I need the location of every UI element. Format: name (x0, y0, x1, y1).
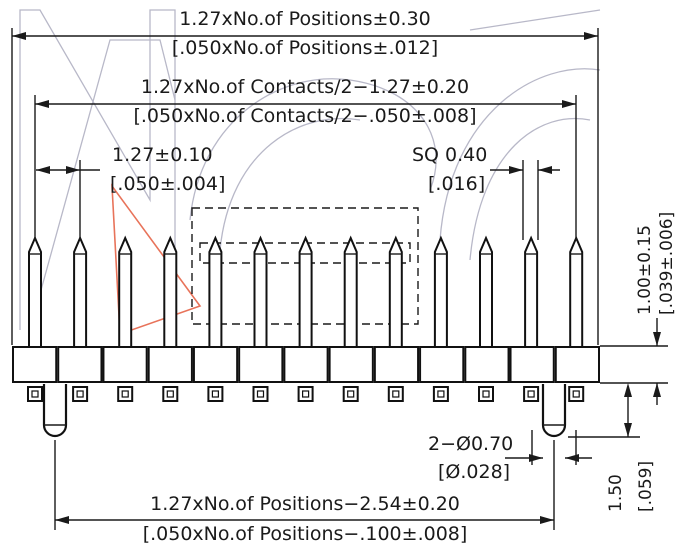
solder-pad-inner (527, 390, 535, 398)
housing-cell (238, 346, 284, 383)
pin-square-label: SQ 0.40 (412, 144, 487, 166)
post-span-label: 1.27xNo.of Positions−2.54±0.20 (150, 493, 460, 515)
contacts-span-label: 1.27xNo.of Contacts/2−1.27±0.20 (141, 76, 469, 98)
contact-pin (433, 235, 448, 346)
dim-insulator-height: 1.00±0.15 [.039±.006] (600, 212, 675, 405)
watermark (19, 9, 601, 331)
solder-pad (342, 386, 359, 402)
dim-overall-length: 1.27xNo.of Positions±0.30 [.050xNo.of Po… (11, 8, 599, 345)
housing-cell (102, 346, 148, 383)
contact-pin (298, 235, 313, 346)
solder-pad-inner (572, 390, 580, 398)
solder-pad-inner (211, 390, 219, 398)
contact-pin (253, 235, 268, 346)
insulator-height-label: 1.00±0.15 (635, 225, 655, 315)
housing-cell (419, 346, 465, 383)
solder-pad (72, 386, 89, 402)
contact-pin (343, 235, 358, 346)
solder-pad (432, 386, 449, 402)
solder-pad-inner (166, 390, 174, 398)
housing-cell (328, 346, 374, 383)
housing-cell (192, 346, 239, 383)
mounting-post-left (42, 384, 68, 438)
solder-pad-inner (256, 390, 265, 398)
housing-cell (147, 346, 193, 383)
post-length-label: 1.50 (606, 474, 626, 512)
contact-pin (163, 235, 178, 346)
housing-cell (554, 346, 600, 383)
pin-square-inch-label: [.016] (428, 173, 485, 195)
solder-pad (27, 386, 43, 402)
solder-pad (207, 386, 224, 402)
solder-pad-inner (482, 390, 490, 398)
post-span-inch-label: [.050xNo.of Positions−.100±.008] (143, 523, 468, 545)
post-length-inch-label: [.059] (636, 461, 656, 512)
pins-group (28, 235, 584, 346)
pitch-inch-label: [.050±.004] (110, 173, 225, 195)
dim-post-length: 1.50 [.059] (568, 383, 656, 512)
overall-length-inch-label: [.050xNo.of Positions±.012] (172, 37, 438, 59)
solder-pad (117, 386, 134, 402)
dim-pitch: 1.27±0.10 [.050±.004] (36, 144, 225, 240)
contacts-span-inch-label: [.050xNo.of Contacts/2−.050±.008] (133, 105, 476, 127)
solder-pad (523, 386, 540, 402)
solder-pad-inner (121, 390, 129, 398)
mounting-post-right (541, 384, 567, 438)
insulator-height-inch-label: [.039±.006] (657, 212, 675, 315)
pads-group (27, 386, 585, 402)
solder-pad-inner (31, 390, 39, 398)
solder-pad-inner (392, 390, 400, 398)
housing-cell (464, 346, 510, 383)
pitch-label: 1.27±0.10 (112, 144, 213, 166)
solder-pad (297, 386, 314, 402)
housing-cell (283, 346, 329, 383)
dim-contacts-span: 1.27xNo.of Contacts/2−1.27±0.20 [.050xNo… (34, 76, 577, 240)
solder-pad-inner (437, 390, 445, 398)
housing-group (12, 346, 600, 383)
housing-cell (57, 346, 103, 383)
solder-pad-inner (302, 390, 310, 398)
contact-pin (524, 235, 539, 346)
contact-pin (479, 235, 493, 346)
solder-pad-inner (76, 390, 84, 398)
overall-length-label: 1.27xNo.of Positions±0.30 (179, 8, 431, 30)
chamfer-marker (111, 183, 202, 336)
housing-cell (12, 346, 58, 383)
contact-pin (388, 235, 403, 346)
contact-pin (118, 235, 133, 346)
contact-pin (208, 235, 223, 346)
post-diameter-inch-label: [Ø.028] (438, 461, 510, 483)
post-diameter-label: 2−Ø0.70 (428, 433, 513, 455)
dim-post-span: 1.27xNo.of Positions−2.54±0.20 [.050xNo.… (54, 440, 555, 545)
housing-cell (509, 346, 555, 383)
housing-cell (373, 346, 420, 383)
solder-pad (387, 386, 404, 402)
dim-post-diameter: 2−Ø0.70 [Ø.028] (428, 430, 592, 483)
solder-pad (568, 386, 585, 402)
solder-pad (478, 386, 494, 402)
solder-pad (162, 386, 179, 402)
solder-pad (252, 386, 269, 402)
solder-pad-inner (347, 390, 355, 398)
dim-pin-square: SQ 0.40 [.016] (412, 144, 560, 240)
